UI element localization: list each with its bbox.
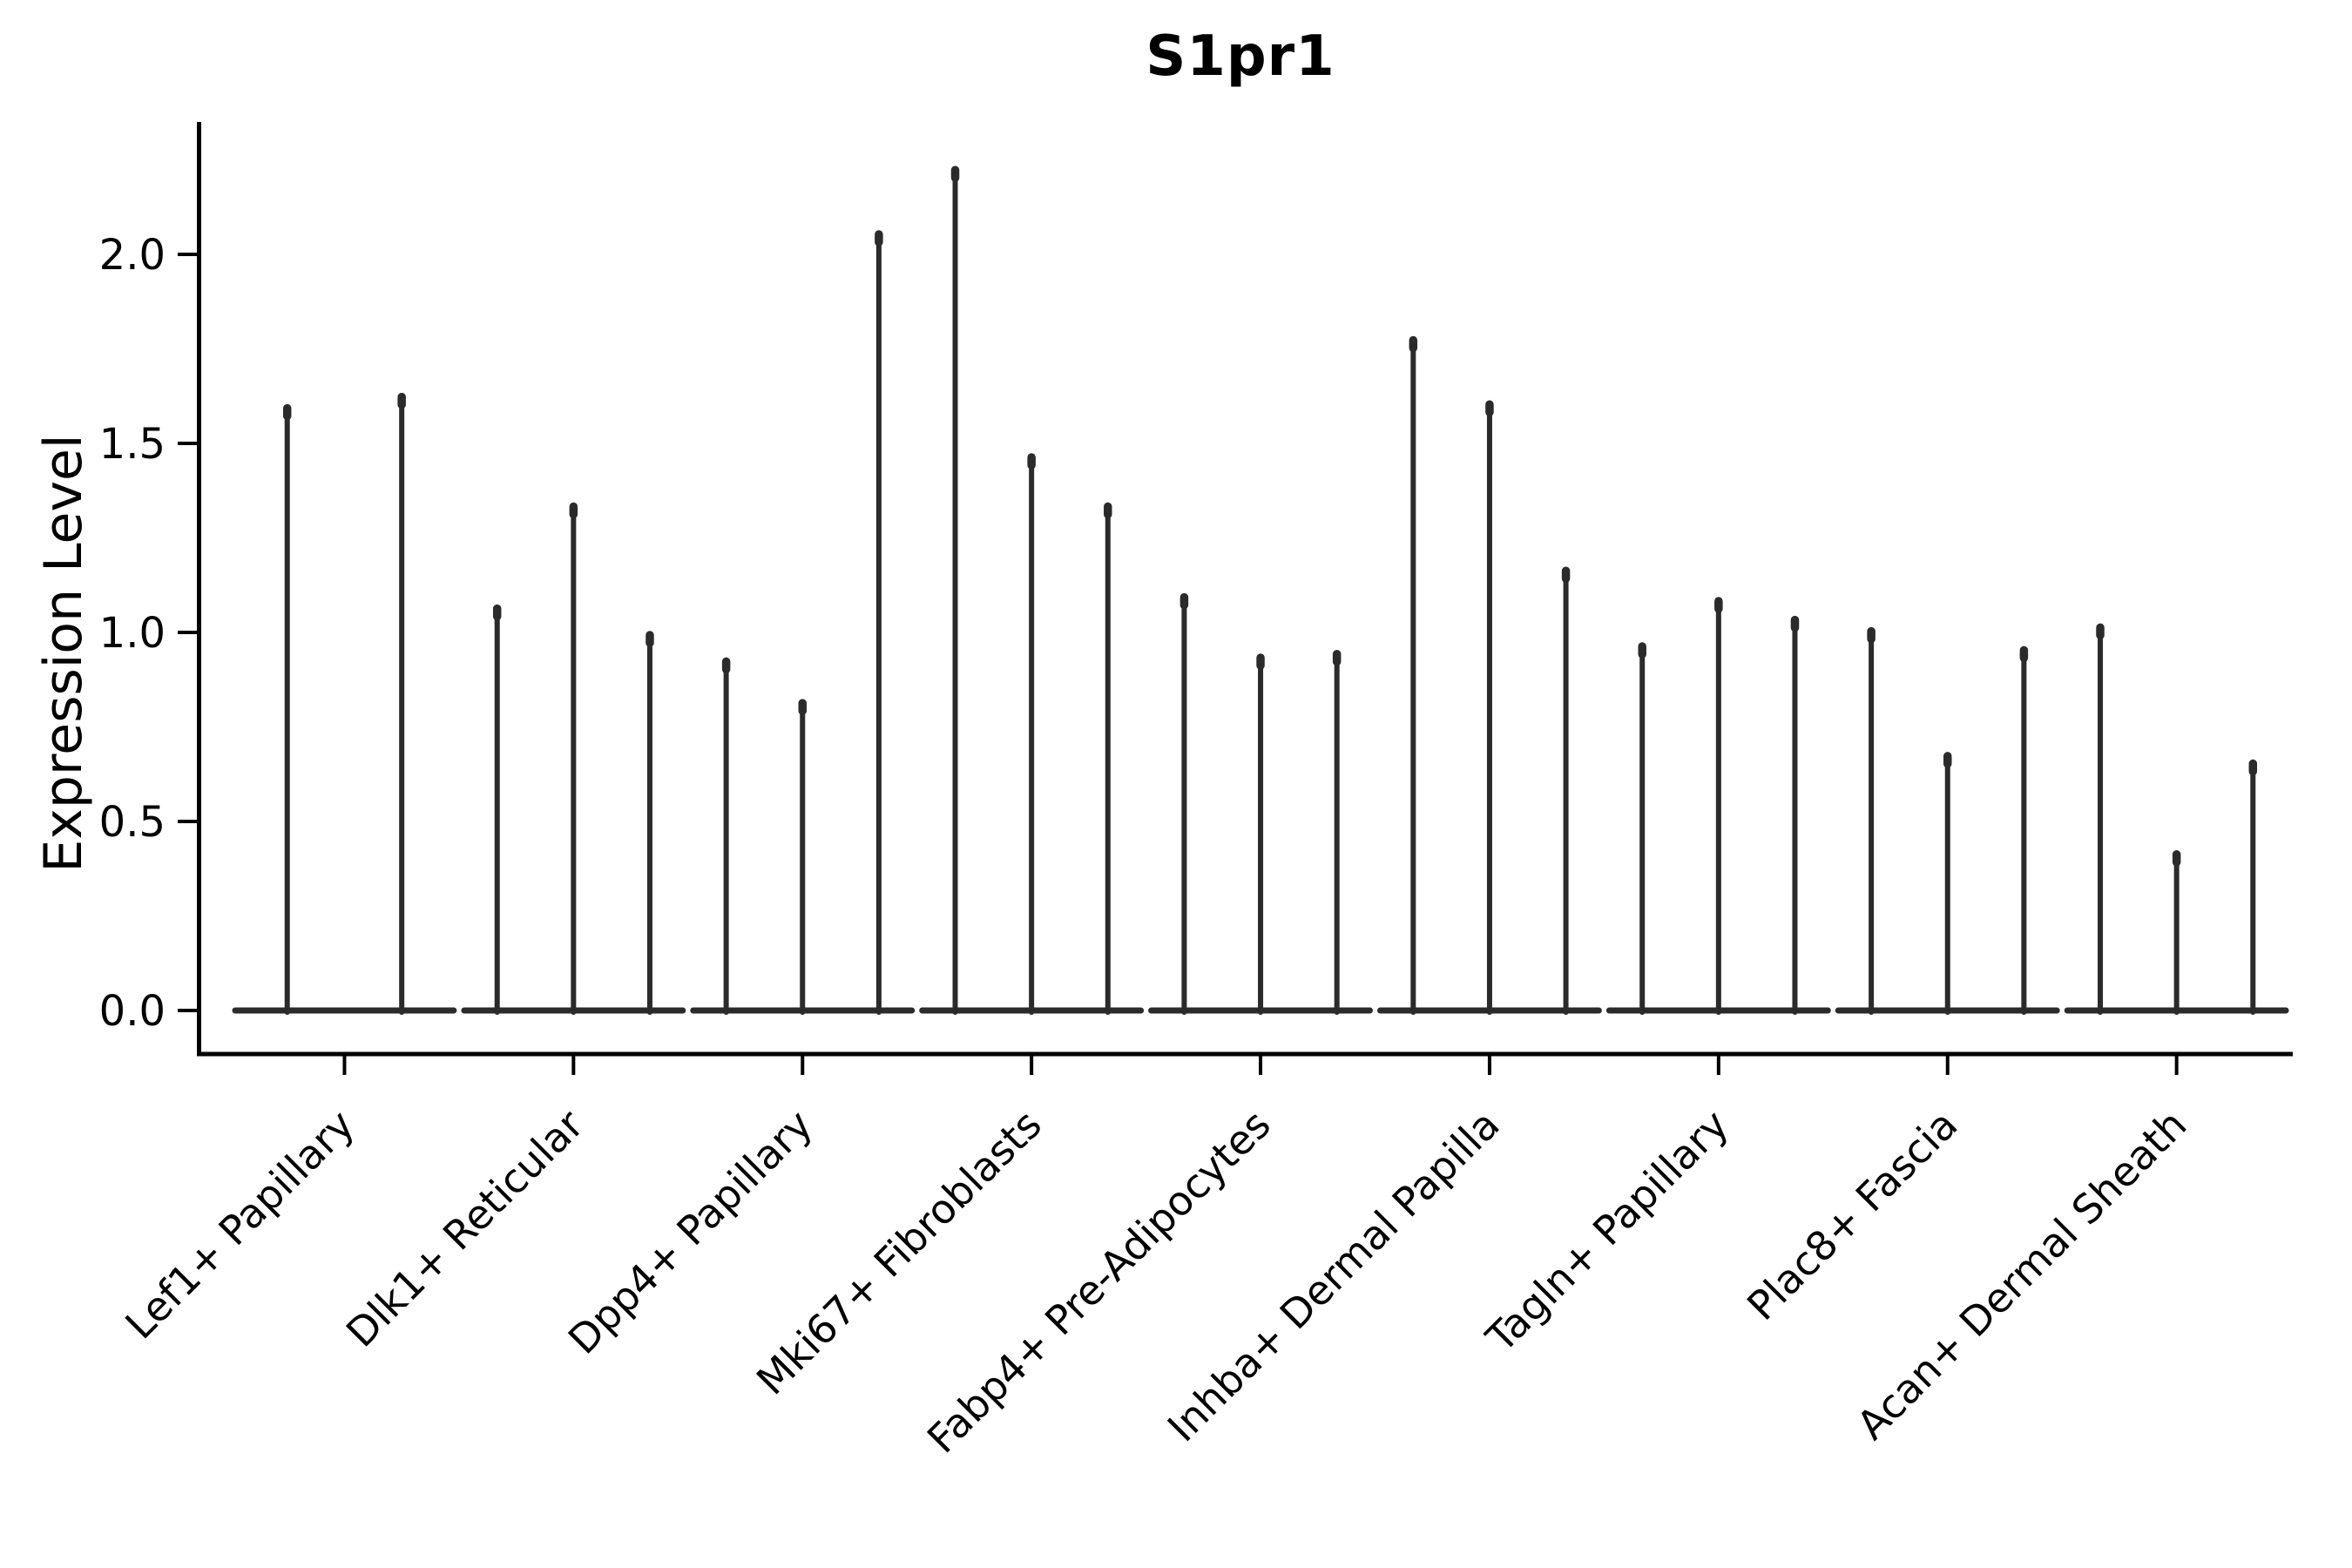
x-tick-label: Plac8+ Fascia <box>1738 1101 1966 1329</box>
y-tick-label: 0.0 <box>99 987 166 1036</box>
x-tick-label: Dpp4+ Papillary <box>559 1101 821 1363</box>
x-tick-label: Tagln+ Papillary <box>1477 1101 1738 1362</box>
x-tick-label: Lef1+ Papillary <box>116 1101 363 1348</box>
y-tick-label: 1.0 <box>99 609 166 658</box>
plot-title: S1pr1 <box>1146 24 1335 89</box>
y-tick-label: 0.5 <box>99 798 166 847</box>
x-tick-label: Dlk1+ Reticular <box>337 1101 592 1356</box>
y-tick-label: 2.0 <box>99 231 166 280</box>
y-tick-label: 1.5 <box>99 420 166 469</box>
